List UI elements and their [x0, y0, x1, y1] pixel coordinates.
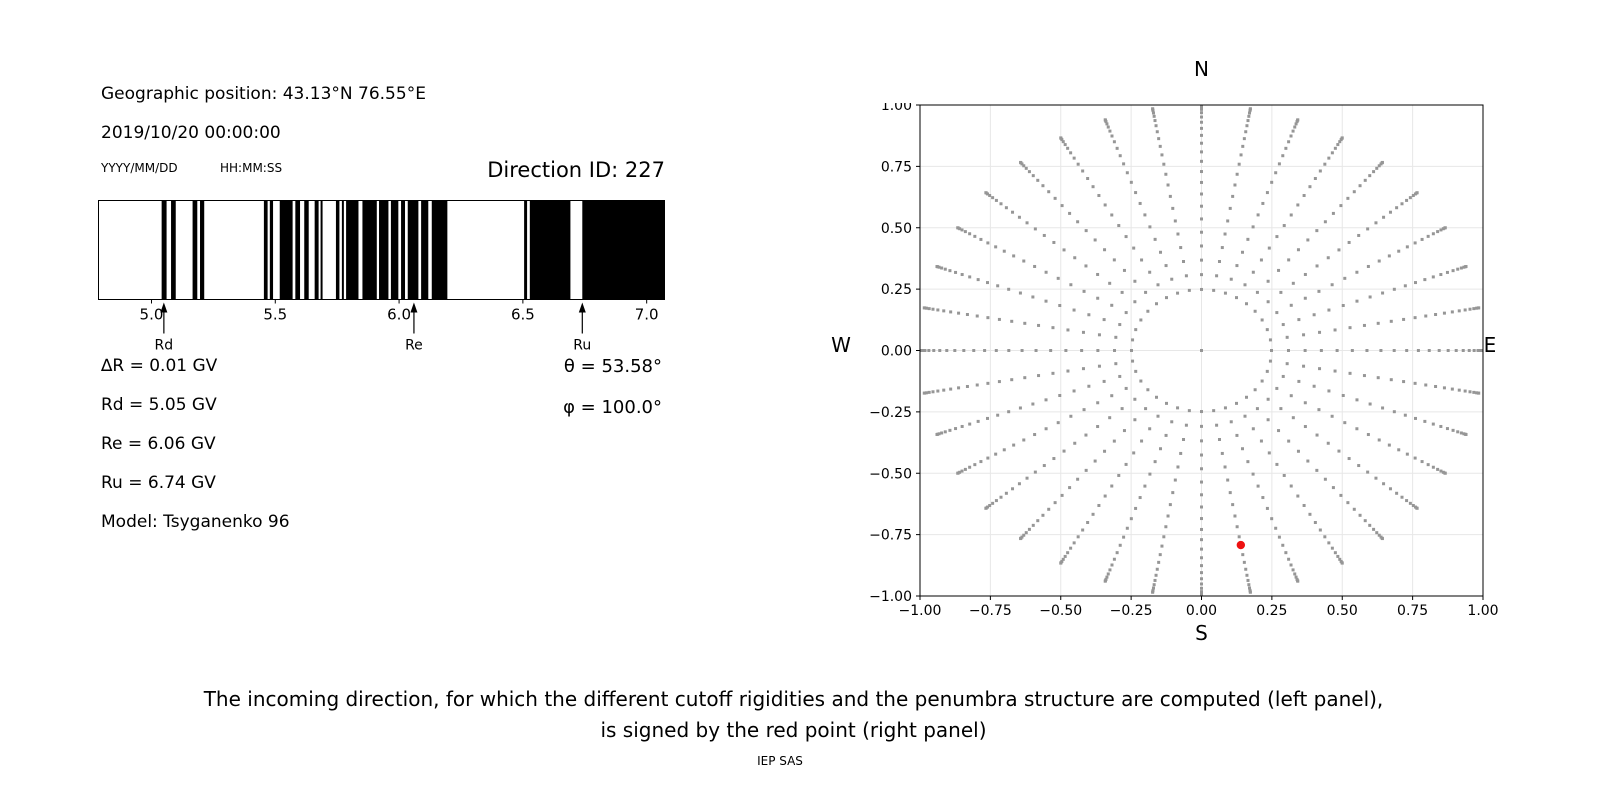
y-tick-label: 0.50 [881, 221, 912, 237]
x-tick-label: −0.50 [1039, 603, 1082, 619]
penumbra-band [192, 200, 198, 300]
penumbra-band [346, 200, 359, 300]
delta-r-value: ∆R = 0.01 GV [101, 356, 218, 376]
selected-direction-point [1236, 540, 1246, 550]
phi-value: φ = 100.0° [563, 397, 662, 418]
marker-arrowhead [578, 302, 586, 313]
penumbra-band [161, 200, 167, 300]
rigidity-tick-label: 6.5 [511, 306, 535, 324]
x-tick-label: 0.75 [1397, 603, 1428, 619]
rigidity-marker-label: Rd [155, 338, 174, 354]
y-tick-label: −0.25 [870, 405, 912, 421]
marker-arrowhead [410, 302, 418, 313]
penumbra-band [529, 200, 571, 300]
x-tick-label: 1.00 [1467, 603, 1498, 619]
rigidity-tick-label: 5.5 [263, 306, 287, 324]
penumbra-band [401, 200, 406, 300]
ru-value: Ru = 6.74 GV [101, 473, 216, 493]
x-tick-label: −1.00 [899, 603, 942, 619]
penumbra-band [335, 200, 340, 300]
rigidity-marker-label: Re [405, 338, 423, 354]
penumbra-band [304, 200, 309, 300]
model-text: Model: Tsyganenko 96 [101, 512, 290, 532]
rigidity-tick-label: 5.0 [140, 306, 164, 324]
rigidity-tick-label: 7.0 [635, 306, 659, 324]
y-tick-label: 0.25 [881, 282, 912, 298]
x-tick-label: 0.25 [1256, 603, 1287, 619]
caption-line-1: The incoming direction, for which the di… [203, 687, 1384, 711]
penumbra-band [390, 200, 399, 300]
y-tick-label: 1.00 [881, 103, 912, 114]
time-format-hint: HH:MM:SS [220, 161, 283, 175]
x-tick-label: −0.75 [969, 603, 1012, 619]
penumbra-band [269, 200, 274, 300]
penumbra-band [263, 200, 268, 300]
y-tick-label: 0.00 [881, 344, 912, 360]
rigidity-tick-label: 6.0 [387, 306, 411, 324]
rigidity-marker-label: Ru [573, 338, 591, 354]
direction-id-title: Direction ID: 227 [487, 158, 665, 182]
datetime-text: 2019/10/20 00:00:00 [101, 123, 281, 143]
direction-grid-dots [920, 105, 1483, 596]
penumbra-band [341, 200, 344, 300]
penumbra-band [407, 200, 419, 300]
y-tick-label: −1.00 [870, 589, 912, 605]
y-tick-label: −0.75 [870, 528, 912, 544]
x-tick-label: 0.00 [1186, 603, 1217, 619]
compass-west-label: W [831, 333, 851, 357]
compass-south-label: S [1195, 621, 1208, 645]
geographic-position-text: Geographic position: 43.13°N 76.55°E [101, 84, 426, 104]
x-tick-label: 0.50 [1327, 603, 1358, 619]
direction-map-chart: −1.00 −0.75 −0.50 −0.25 0.00 0.25 0.50 0.75 1.00… [870, 103, 1499, 619]
x-tick-label: −0.25 [1110, 603, 1153, 619]
penumbra-band [171, 200, 176, 300]
penumbra-band [421, 200, 429, 300]
theta-value: θ = 53.58° [563, 356, 662, 377]
compass-north-label: N [1194, 57, 1209, 81]
penumbra-band [200, 200, 205, 300]
penumbra-band [295, 200, 301, 300]
rd-value: Rd = 5.05 GV [101, 395, 217, 415]
y-tick-label: 0.75 [881, 159, 912, 175]
credit-text: IEP SAS [757, 754, 803, 768]
penumbra-barcode-chart: 5.0 5.5 6.0 6.5 7.0 Rd Re Ru [98, 200, 665, 354]
marker-arrowhead [160, 302, 168, 313]
penumbra-band [379, 200, 389, 300]
penumbra-band [524, 200, 528, 300]
penumbra-band [320, 200, 323, 300]
penumbra-band [279, 200, 293, 300]
penumbra-band [314, 200, 319, 300]
caption-line-2: is signed by the red point (right panel) [600, 718, 987, 742]
penumbra-band [582, 200, 665, 300]
penumbra-band [362, 200, 377, 300]
y-tick-label: −0.50 [870, 466, 912, 482]
re-value: Re = 6.06 GV [101, 434, 216, 454]
penumbra-band [431, 200, 448, 300]
compass-east-label: E [1483, 333, 1497, 357]
date-format-hint: YYYY/MM/DD [101, 161, 178, 175]
